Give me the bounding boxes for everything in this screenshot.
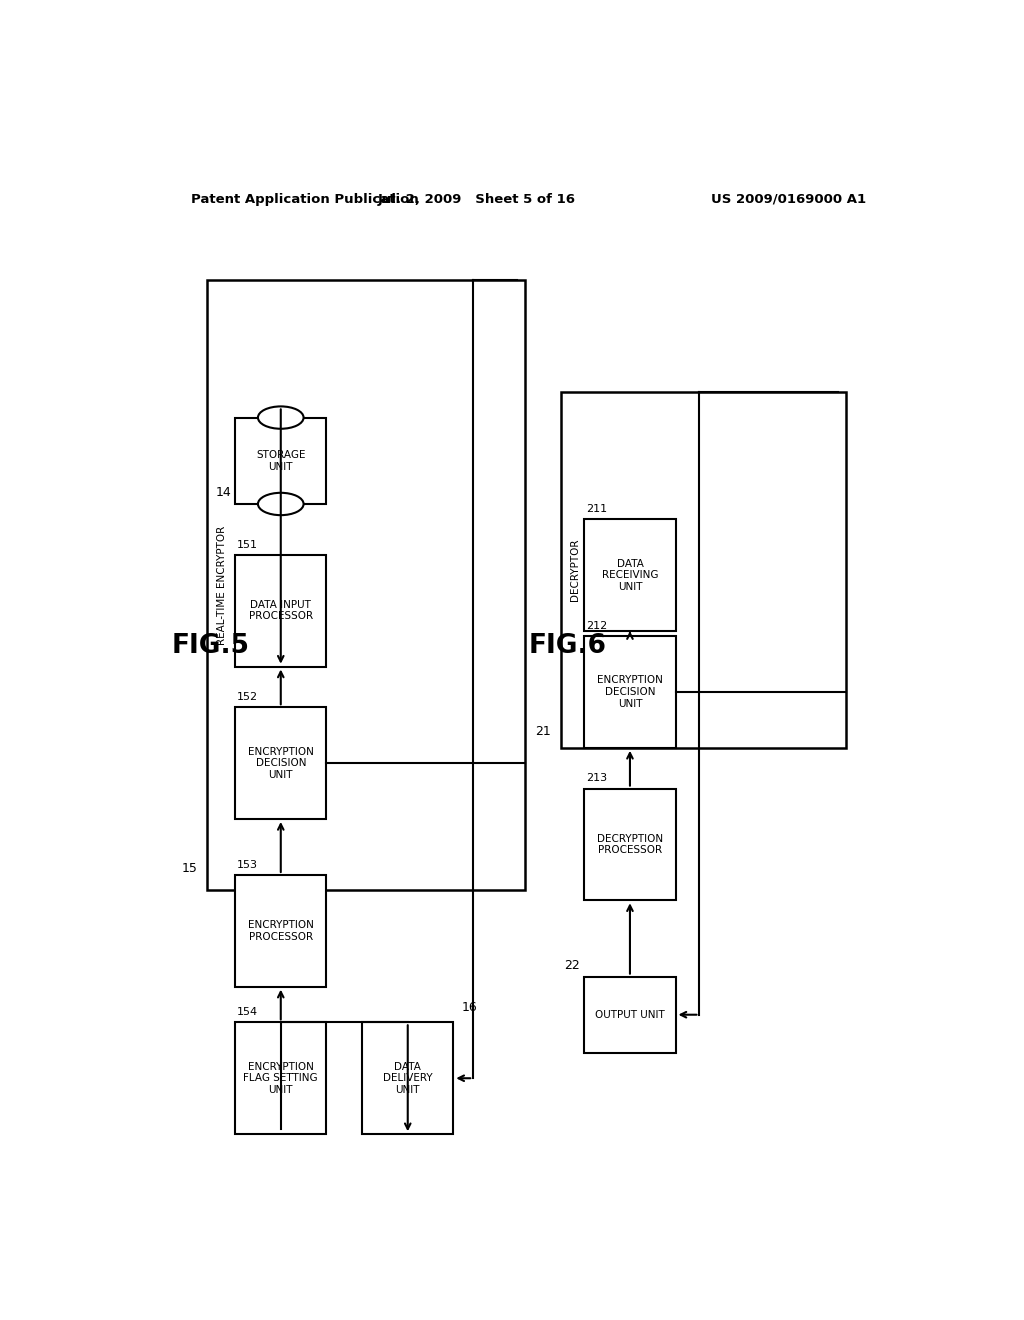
Text: 14: 14 <box>215 486 231 499</box>
Text: ENCRYPTION
PROCESSOR: ENCRYPTION PROCESSOR <box>248 920 313 941</box>
Bar <box>362 1022 454 1134</box>
Text: 21: 21 <box>536 725 551 738</box>
Bar <box>560 392 846 748</box>
Text: 212: 212 <box>586 620 607 631</box>
Bar <box>236 554 327 667</box>
Text: FIG.6: FIG.6 <box>528 634 607 659</box>
Text: DATA INPUT
PROCESSOR: DATA INPUT PROCESSOR <box>249 599 312 622</box>
Bar <box>585 519 676 631</box>
Bar <box>236 875 327 987</box>
Ellipse shape <box>258 492 303 515</box>
Text: 152: 152 <box>237 692 258 702</box>
Text: STORAGE
UNIT: STORAGE UNIT <box>256 450 305 471</box>
Text: DATA
DELIVERY
UNIT: DATA DELIVERY UNIT <box>383 1061 432 1094</box>
Bar <box>236 1022 327 1134</box>
Text: ENCRYPTION
DECISION
UNIT: ENCRYPTION DECISION UNIT <box>597 676 663 709</box>
Bar <box>585 788 676 900</box>
Bar <box>585 636 676 748</box>
Text: ENCRYPTION
FLAG SETTING
UNIT: ENCRYPTION FLAG SETTING UNIT <box>244 1061 318 1094</box>
Bar <box>236 708 327 818</box>
Text: Patent Application Publication: Patent Application Publication <box>191 193 419 206</box>
Text: ENCRYPTION
DECISION
UNIT: ENCRYPTION DECISION UNIT <box>248 747 313 780</box>
Text: DECRYPTION
PROCESSOR: DECRYPTION PROCESSOR <box>597 834 663 855</box>
Text: 211: 211 <box>586 504 607 515</box>
Text: DECRYPTOR: DECRYPTOR <box>569 539 580 602</box>
Text: OUTPUT UNIT: OUTPUT UNIT <box>595 1010 665 1020</box>
Text: FIG.5: FIG.5 <box>172 634 250 659</box>
Ellipse shape <box>258 407 303 429</box>
Text: US 2009/0169000 A1: US 2009/0169000 A1 <box>711 193 866 206</box>
Text: 16: 16 <box>461 1001 477 1014</box>
Text: 15: 15 <box>182 862 198 875</box>
Bar <box>585 977 676 1053</box>
Text: REAL-TIME ENCRYPTOR: REAL-TIME ENCRYPTOR <box>217 525 226 645</box>
Text: 151: 151 <box>237 540 258 549</box>
Text: Jul. 2, 2009   Sheet 5 of 16: Jul. 2, 2009 Sheet 5 of 16 <box>378 193 577 206</box>
Text: 22: 22 <box>564 958 581 972</box>
Text: DATA
RECEIVING
UNIT: DATA RECEIVING UNIT <box>602 558 658 591</box>
Text: 213: 213 <box>586 774 607 784</box>
Text: 153: 153 <box>237 859 258 870</box>
Text: 154: 154 <box>237 1007 258 1018</box>
Bar <box>236 417 327 504</box>
Bar <box>207 280 525 890</box>
